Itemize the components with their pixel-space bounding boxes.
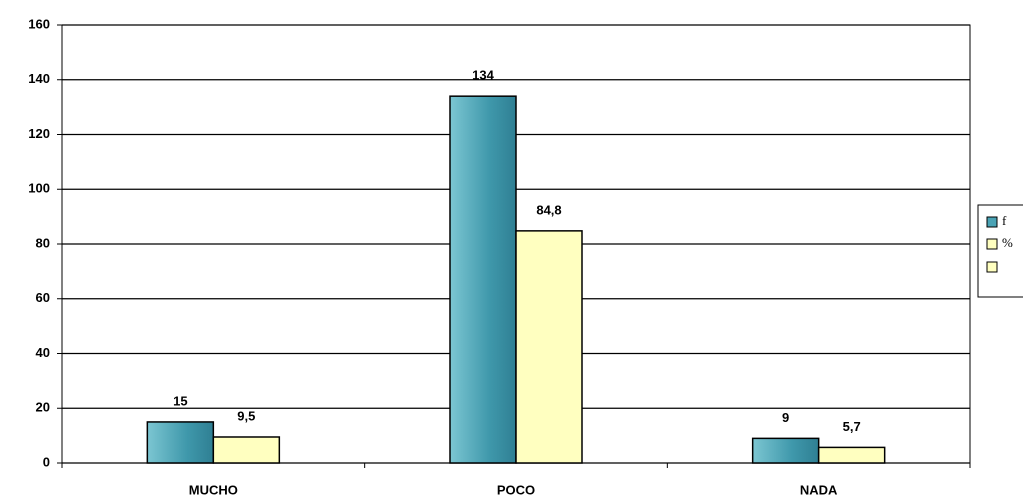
y-tick-label: 60 xyxy=(36,290,50,305)
value-label: 15 xyxy=(173,393,187,408)
y-tick-label: 80 xyxy=(36,235,50,250)
y-tick-label: 0 xyxy=(43,454,50,469)
bar xyxy=(751,437,820,464)
legend-label: % xyxy=(1002,235,1013,250)
bar xyxy=(817,446,886,464)
value-label: 9 xyxy=(782,410,789,425)
bar xyxy=(515,230,583,464)
y-tick-label: 100 xyxy=(28,181,50,196)
legend-label: f xyxy=(1002,213,1007,228)
legend-swatch xyxy=(986,238,998,250)
bar xyxy=(212,436,281,464)
legend-swatch xyxy=(986,261,998,273)
value-label: 134 xyxy=(472,68,494,83)
value-label: 9,5 xyxy=(237,408,255,423)
y-tick-label: 160 xyxy=(28,16,50,31)
legend-box xyxy=(977,204,1023,298)
y-tick-label: 140 xyxy=(28,71,50,86)
value-label: 84,8 xyxy=(536,202,561,217)
bar xyxy=(449,95,517,464)
y-tick-label: 120 xyxy=(28,126,50,141)
legend-swatch xyxy=(986,216,998,228)
x-tick-label: MUCHO xyxy=(189,482,238,497)
x-tick-label: POCO xyxy=(497,482,535,497)
value-label: 5,7 xyxy=(843,419,861,434)
bar xyxy=(146,421,215,464)
y-tick-label: 40 xyxy=(36,345,50,360)
y-tick-label: 20 xyxy=(36,400,50,415)
legend: f% xyxy=(977,204,1023,298)
x-tick-label: NADA xyxy=(800,482,838,497)
